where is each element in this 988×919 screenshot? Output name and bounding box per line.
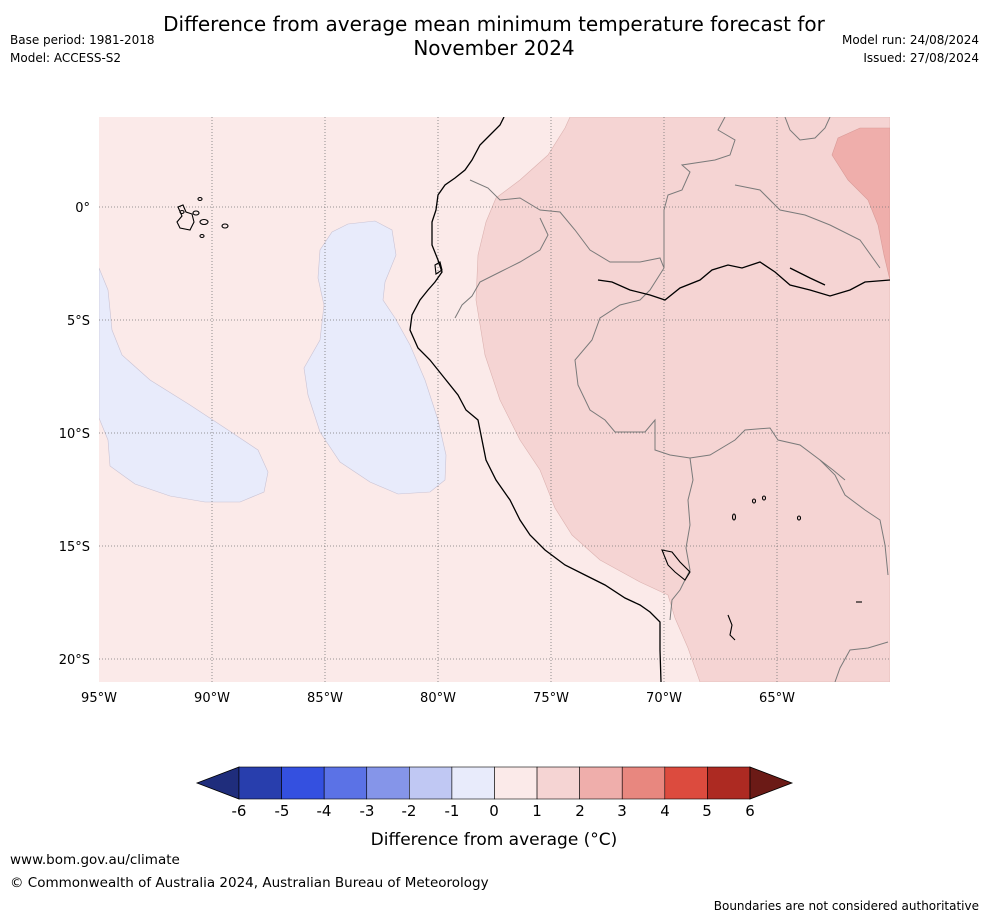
lon-label: 65°W — [759, 691, 795, 706]
forecast-info-right: Model run: 24/08/2024 Issued: 27/08/2024 — [842, 31, 979, 67]
colorbar-tick-label: -1 — [445, 802, 460, 820]
colorbar-extend-high — [749, 766, 794, 800]
boundaries-disclaimer: Boundaries are not considered authoritat… — [713, 899, 979, 913]
colorbar-swatch — [238, 766, 282, 800]
base-period-label: Base period: 1981-2018 — [10, 33, 155, 47]
colorbar-tick-label: 0 — [489, 802, 499, 820]
anomaly-zone-minus1-to-0-west — [99, 267, 269, 503]
colorbar-swatch — [366, 766, 410, 800]
lon-label: 75°W — [533, 691, 569, 706]
map-plot-area — [99, 117, 890, 682]
colorbar-tick-label: 3 — [617, 802, 627, 820]
country-borders — [454, 117, 889, 682]
longitude-labels: 95°W 90°W 85°W 80°W 75°W 70°W 65°W — [81, 691, 795, 706]
coastline — [409, 117, 890, 682]
title-line-2: November 2024 — [413, 36, 575, 60]
lon-label: 70°W — [646, 691, 682, 706]
colorbar-swatch — [621, 766, 666, 800]
colorbar-swatch — [323, 766, 368, 800]
colorbar-swatch — [409, 766, 453, 800]
colorbar-tick-label: -2 — [402, 802, 417, 820]
lon-label: 80°W — [420, 691, 456, 706]
lat-label: 15°S — [59, 540, 90, 555]
colorbar-tick-labels: -6 -5 -4 -3 -2 -1 0 1 2 3 4 5 6 — [232, 802, 755, 820]
colorbar-swatch — [707, 766, 751, 800]
colorbar-tick-label: -3 — [360, 802, 375, 820]
colorbar — [195, 766, 794, 800]
chart-title: Difference from average mean minimum tem… — [0, 12, 988, 60]
lat-label: 5°S — [67, 314, 90, 329]
colorbar-tick-label: -5 — [275, 802, 290, 820]
gridlines — [99, 117, 890, 682]
website-url: www.bom.gov.au/climate — [10, 852, 180, 868]
colorbar-tick-label: -6 — [232, 802, 247, 820]
colorbar-tick-label: -4 — [317, 802, 332, 820]
lat-label: 20°S — [59, 653, 90, 668]
forecast-info-left: Base period: 1981-2018 Model: ACCESS-S2 — [10, 31, 155, 67]
anomaly-zone-1-to-2 — [475, 117, 890, 682]
colorbar-swatch — [494, 766, 538, 800]
colorbar-swatch — [451, 766, 495, 800]
model-label: Model: ACCESS-S2 — [10, 51, 122, 65]
colorbar-swatch — [579, 766, 623, 800]
inland-lakes — [434, 261, 862, 641]
lon-label: 85°W — [307, 691, 343, 706]
lat-label: 10°S — [59, 427, 90, 442]
colorbar-swatch — [664, 766, 708, 800]
galapagos-islands — [176, 196, 229, 239]
colorbar-title: Difference from average (°C) — [371, 830, 618, 850]
model-run-label: Model run: 24/08/2024 — [841, 33, 979, 47]
colorbar-tick-label: 1 — [532, 802, 542, 820]
title-line-1: Difference from average mean minimum tem… — [163, 12, 825, 36]
colorbar-tick-label: 6 — [745, 802, 755, 820]
anomaly-zone-2-to-3 — [831, 127, 890, 281]
copyright-notice: © Commonwealth of Australia 2024, Austra… — [10, 875, 489, 891]
issued-label: Issued: 27/08/2024 — [863, 51, 979, 65]
colorbar-extend-low — [195, 766, 240, 800]
colorbar-swatch — [281, 766, 325, 800]
lon-label: 95°W — [81, 691, 117, 706]
lon-label: 90°W — [194, 691, 230, 706]
colorbar-tick-label: 2 — [575, 802, 585, 820]
colorbar-swatch — [536, 766, 580, 800]
latitude-labels: 0° 5°S 10°S 15°S 20°S — [59, 201, 90, 668]
colorbar-tick-label: 4 — [660, 802, 670, 820]
colorbar-tick-label: 5 — [702, 802, 712, 820]
anomaly-zone-minus1-to-0-central — [303, 220, 447, 495]
lat-label: 0° — [75, 201, 90, 216]
